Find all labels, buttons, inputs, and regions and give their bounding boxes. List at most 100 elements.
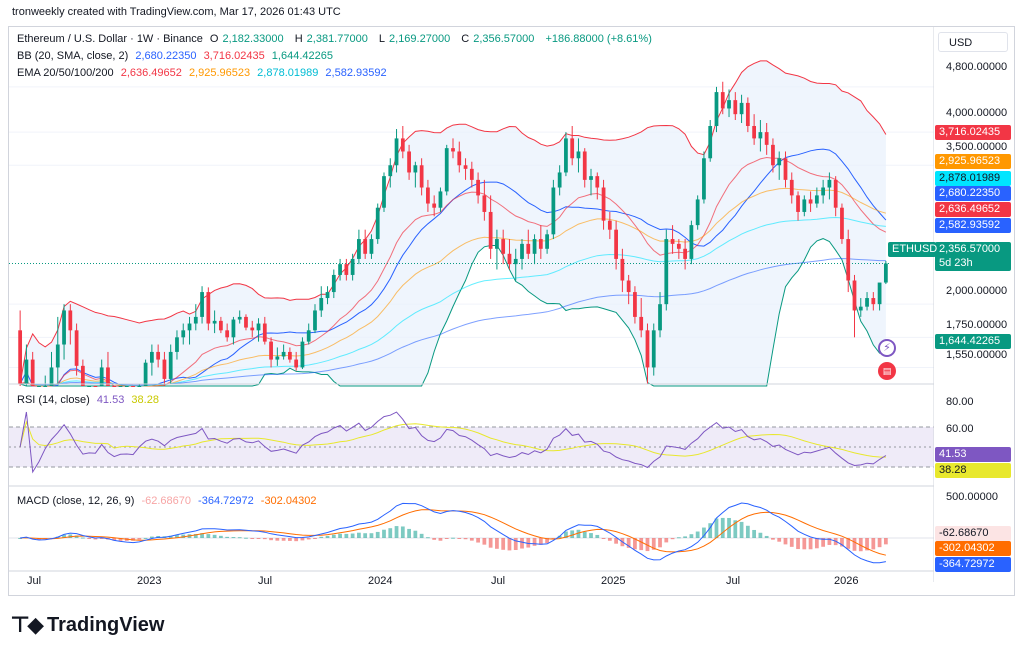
candle-body [137,386,142,387]
macd-histogram-bar [545,538,549,544]
macd-histogram-bar [758,532,763,538]
macd-histogram-bar [388,528,393,538]
candle-body [382,176,386,208]
candle-body [469,168,474,180]
candle-body [256,323,261,331]
candle-body [432,203,437,208]
candle-body [288,351,292,360]
price-tick: 2,000.00000 [946,285,1008,297]
candle-body [18,330,23,384]
macd-histogram-bar [357,532,361,538]
macd-histogram-bar [877,538,882,548]
candle-body [727,100,731,109]
tradingview-brand: TradingView [47,613,165,636]
candle-body [582,151,587,180]
candle-body [865,298,869,307]
candle-body [463,165,468,169]
macd-histogram-bar [708,523,713,538]
macd-histogram-bar [714,518,719,538]
macd-line-tag: -364.72972 [935,557,1011,572]
macd-histogram-bar [112,538,117,541]
price-tick: 1,750.00000 [946,319,1008,331]
macd-histogram-bar [513,538,518,551]
symbol-label: ETHUSD [888,242,937,257]
candle-body [858,306,863,311]
macd-histogram-bar [802,538,807,550]
macd-histogram-bar [670,538,675,540]
us-flag-event-icon[interactable]: ▤ [878,362,896,380]
macd-histogram-bar [651,538,656,550]
candle-body [833,179,838,208]
candle-body [720,92,725,109]
macd-histogram-bar [99,538,104,539]
candle-body [739,102,744,115]
candle-body [626,280,631,293]
candle-body [683,248,687,259]
candle-body [658,304,662,331]
candle-body [49,367,54,386]
candle-body [331,274,336,293]
macd-histogram-bar [237,537,242,539]
macd-histogram-bar [294,538,299,542]
candle-body [764,132,769,145]
macd-histogram-bar [444,538,449,539]
candle-body [275,356,280,360]
candle-body [43,386,48,387]
macd-histogram-bar [488,538,493,548]
candle-body [576,151,581,159]
macd-histogram-bar [476,538,480,543]
macd-histogram-bar [645,538,650,552]
macd-histogram-bar [676,537,681,539]
candle-body [131,386,135,387]
rsi-line [19,411,887,474]
time-label: 2023 [137,575,162,587]
macd-histogram-bar [783,538,788,545]
macd-histogram-bar [131,538,135,541]
macd-histogram-bar [331,534,336,538]
ohlc-close: C 2,356.57000 [461,33,535,45]
candle-body [771,144,775,166]
tradingview-mark-icon: ⊤◆ [10,612,44,637]
macd-histogram-bar [469,538,474,541]
instrument-name: Ethereum / U.S. Dollar · 1W · Binance [17,33,203,45]
macd-histogram-bar [206,534,211,538]
macd-histogram-bar [858,538,863,552]
time-label: 2025 [601,575,626,587]
macd-histogram-bar [739,521,744,538]
candle-body [482,195,487,212]
candle-body [520,243,524,259]
macd-histogram-bar [438,538,443,541]
macd-histogram-bar [369,533,374,538]
price-tick: 4,000.00000 [946,107,1008,119]
candle-body [200,292,204,317]
ema-legend: EMA 20/50/100/200 2,636.49652 2,925.9652… [17,67,387,79]
candle-body [99,367,104,386]
macd-histogram-bar [350,533,355,538]
candle-body [777,158,782,166]
macd-histogram-bar [501,538,506,550]
price-chart[interactable] [9,27,934,582]
macd-histogram-bar [570,530,575,538]
currency-button[interactable]: USD [938,32,1008,52]
time-label: 2024 [368,575,393,587]
lightning-event-icon[interactable]: ⚡ [878,339,896,357]
candle-body [124,386,129,387]
macd-histogram-bar [413,530,418,538]
candle-body [30,359,35,386]
candle-body [181,330,186,338]
candle-body [501,239,506,254]
macd-tick: 500.00000 [946,491,998,503]
candle-body [112,386,117,387]
candle-body [783,158,788,180]
macd-histogram-bar [451,537,455,539]
macd-histogram-bar [149,536,154,538]
macd-histogram-bar [407,528,411,538]
ema200-tag: 2,582.93592 [935,218,1011,233]
macd-histogram-bar [269,538,273,541]
candle-body [564,138,568,173]
candle-body [846,239,851,281]
macd-histogram-bar [664,538,669,543]
candle-body [733,100,738,115]
macd-histogram-bar [137,538,142,540]
tradingview-logo[interactable]: ⊤◆ TradingView [10,612,164,638]
